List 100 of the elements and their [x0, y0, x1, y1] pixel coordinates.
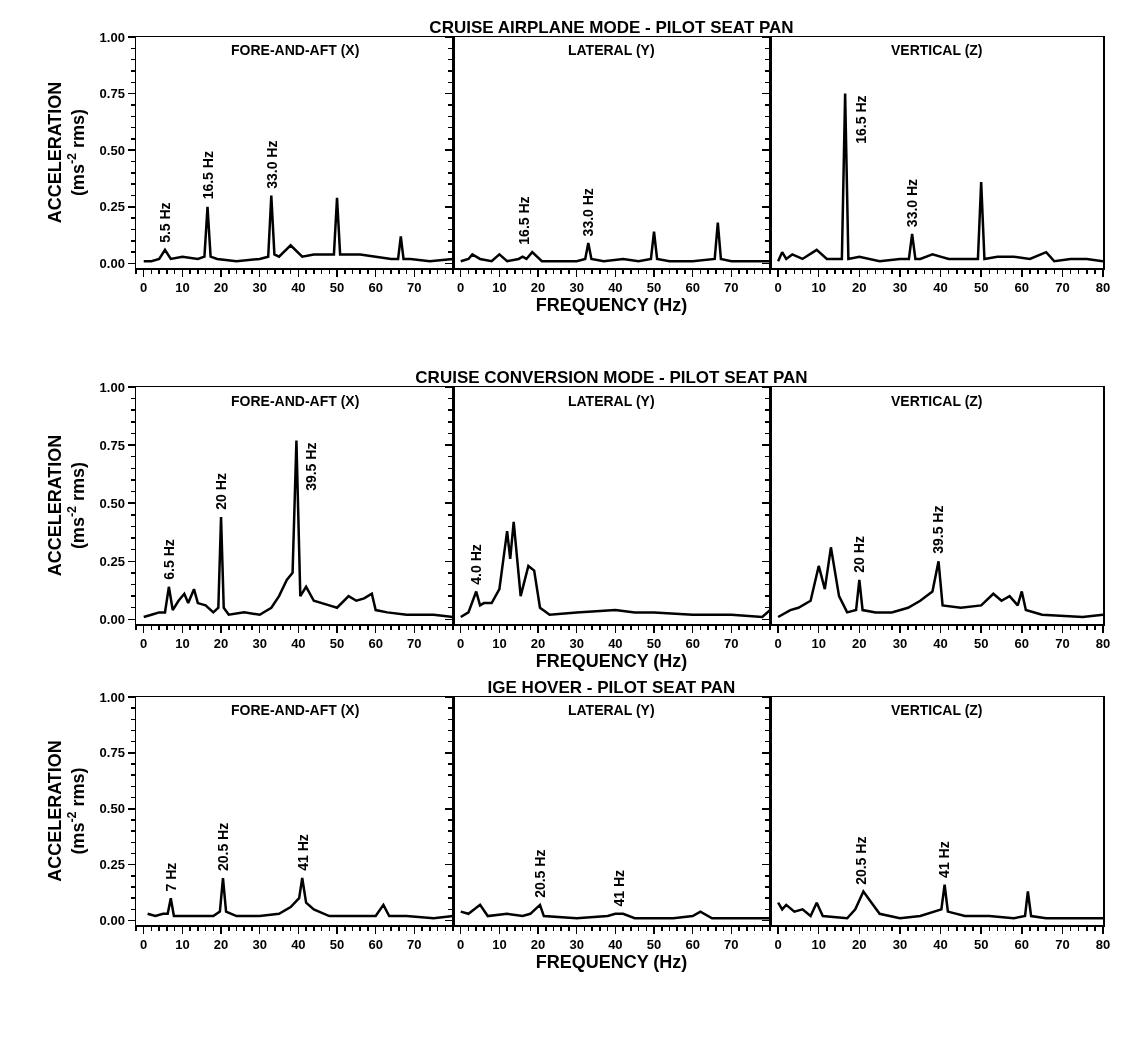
x-tick-label: 50 [973, 636, 989, 652]
x-tick-label: 30 [252, 636, 267, 652]
x-tick-label: 70 [1055, 937, 1070, 953]
x-tick-label: 10 [811, 937, 826, 953]
x-axis-title: FREQUENCY (Hz) [535, 952, 688, 973]
x-tick-label: 30 [569, 636, 584, 652]
annotation: 33.0 Hz [263, 140, 280, 189]
x-axis-title: FREQUENCY (Hz) [535, 295, 688, 316]
x-tick-label: 60 [685, 280, 700, 296]
annotation: 20 Hz [213, 473, 230, 510]
x-tick-label: 80 [1095, 280, 1111, 296]
x-tick-label: 50 [973, 937, 989, 953]
x-tick-label: 60 [368, 280, 383, 296]
x-tick-label: 10 [492, 280, 507, 296]
x-tick-label: 80 [1095, 937, 1111, 953]
x-tick-label: 50 [329, 937, 345, 953]
annotation: 20 Hz [850, 536, 867, 573]
x-tick-label: 40 [291, 636, 306, 652]
x-tick-label: 0 [140, 280, 148, 296]
x-tick-label: 0 [457, 280, 465, 296]
x-tick-label: 70 [724, 636, 739, 652]
chart-subtitle: VERTICAL (Z) [891, 393, 983, 409]
x-tick-label: 60 [1014, 636, 1030, 652]
x-tick-label: 80 [1095, 636, 1111, 652]
chart-subtitle: LATERAL (Y) [568, 42, 655, 58]
x-tick-label: 40 [291, 937, 306, 953]
annotation: 41 Hz [610, 869, 627, 907]
x-tick-label: 70 [1055, 280, 1070, 296]
x-tick-label: 10 [811, 280, 826, 296]
x-tick-label: 70 [724, 937, 739, 953]
x-tick-label: 40 [608, 280, 623, 296]
x-tick-label: 70 [724, 280, 739, 296]
x-tick-label: 70 [407, 937, 422, 953]
annotation: 33.0 Hz [904, 178, 921, 228]
x-tick-label: 0 [457, 636, 465, 652]
x-tick-label: 10 [175, 937, 190, 953]
annotation: 41 Hz [294, 834, 311, 871]
x-axis-title: FREQUENCY (Hz) [535, 651, 688, 672]
x-tick-label: 20 [852, 636, 867, 652]
x-tick-label: 10 [175, 636, 190, 652]
chart-subtitle: FORE-AND-AFT (X) [231, 42, 360, 58]
x-tick-label: 0 [774, 280, 782, 296]
y-tick-label: 0.50 [99, 495, 125, 511]
x-tick-label: 20 [530, 280, 546, 296]
x-tick-label: 20 [530, 636, 546, 652]
x-tick-label: 20 [213, 937, 229, 953]
x-tick-label: 70 [407, 636, 422, 652]
x-tick-label: 40 [291, 280, 306, 296]
x-tick-label: 50 [329, 636, 345, 652]
x-tick-label: 40 [933, 937, 948, 953]
annotation: 6.5 Hz [161, 539, 178, 580]
annotation: 33.0 Hz [580, 188, 597, 237]
y-tick-label: 0.00 [99, 611, 125, 627]
x-tick-label: 20 [213, 280, 229, 296]
annotation: 4.0 Hz [467, 544, 484, 585]
x-tick-label: 50 [646, 280, 662, 296]
y-tick-label: 0.75 [99, 745, 125, 761]
x-tick-label: 40 [608, 937, 623, 953]
annotation: 16.5 Hz [516, 196, 533, 245]
x-tick-label: 30 [892, 280, 908, 296]
y-tick-label: 1.00 [99, 689, 125, 705]
x-tick-label: 30 [252, 280, 267, 296]
chart-subtitle: FORE-AND-AFT (X) [231, 393, 360, 409]
x-tick-label: 30 [569, 280, 584, 296]
x-tick-label: 10 [492, 937, 507, 953]
chart-subtitle: VERTICAL (Z) [891, 42, 983, 58]
chart-subtitle: FORE-AND-AFT (X) [231, 702, 360, 718]
y-tick-label: 0.25 [99, 553, 125, 569]
y-tick-label: 1.00 [99, 29, 125, 45]
chart-subtitle: VERTICAL (Z) [891, 702, 983, 718]
annotation: 20.5 Hz [852, 836, 869, 885]
annotation: 20.5 Hz [214, 822, 231, 872]
annotation: 41 Hz [936, 841, 953, 878]
annotation: 5.5 Hz [157, 202, 174, 243]
x-tick-label: 30 [569, 937, 584, 953]
y-tick-label: 0.00 [99, 913, 125, 929]
x-tick-label: 0 [774, 636, 782, 652]
x-tick-label: 10 [492, 636, 507, 652]
annotation: 7 Hz [163, 862, 180, 892]
annotation: 39.5 Hz [930, 505, 947, 554]
annotation: 20.5 Hz [532, 849, 549, 898]
x-tick-label: 30 [892, 937, 908, 953]
chart-subtitle: LATERAL (Y) [568, 393, 655, 409]
x-tick-label: 40 [608, 636, 623, 652]
y-tick-label: 0.75 [99, 437, 125, 453]
y-tick-label: 0.00 [99, 256, 125, 272]
x-tick-label: 60 [368, 636, 383, 652]
y-tick-label: 0.50 [99, 142, 125, 158]
chart-title: CRUISE CONVERSION MODE - PILOT SEAT PAN [415, 368, 808, 387]
x-tick-label: 50 [973, 280, 989, 296]
annotation: 39.5 Hz [302, 442, 319, 491]
y-tick-label: 0.25 [99, 199, 125, 215]
x-tick-label: 20 [852, 937, 867, 953]
y-tick-label: 1.00 [99, 379, 125, 395]
x-tick-label: 0 [140, 937, 148, 953]
x-tick-label: 60 [685, 636, 700, 652]
x-tick-label: 0 [140, 636, 148, 652]
x-tick-label: 40 [933, 636, 948, 652]
x-tick-label: 60 [1014, 937, 1030, 953]
y-tick-label: 0.25 [99, 857, 125, 873]
